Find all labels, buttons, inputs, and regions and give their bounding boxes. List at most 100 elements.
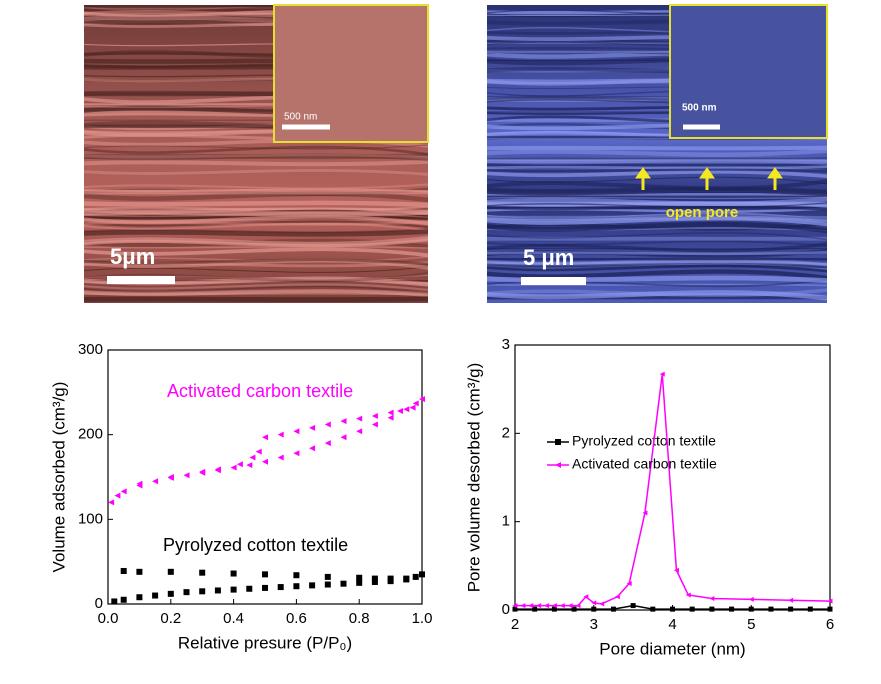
data-point xyxy=(413,574,419,580)
data-point xyxy=(749,597,754,602)
data-point xyxy=(413,400,419,406)
fiber-streak xyxy=(74,231,438,234)
fiber-streak xyxy=(74,299,438,300)
data-point xyxy=(341,581,347,587)
data-point xyxy=(199,588,205,594)
annotation: open pore xyxy=(666,204,739,221)
y-tick-label: 1 xyxy=(502,513,510,530)
data-point xyxy=(184,589,190,595)
data-point xyxy=(237,461,243,467)
data-point xyxy=(372,413,378,419)
data-point xyxy=(121,488,127,494)
legend-label: Activated carbon textile xyxy=(572,456,717,472)
x-tick-label: 6 xyxy=(826,616,834,633)
data-point xyxy=(199,570,205,576)
data-point xyxy=(121,568,127,574)
x-axis-label: Pore diameter (nm) xyxy=(599,639,745,658)
data-point xyxy=(419,571,425,577)
data-point xyxy=(397,408,403,414)
data-point xyxy=(231,571,237,577)
y-axis-label: Pore volume desorbed (cm³/g) xyxy=(464,363,483,593)
data-point xyxy=(309,582,315,588)
x-tick-label: 0.8 xyxy=(349,610,370,627)
y-tick-label: 0 xyxy=(95,595,103,612)
data-point xyxy=(749,607,754,612)
data-point xyxy=(631,603,636,608)
scale-bar xyxy=(521,277,586,285)
y-axis-label: Volume adsorbed (cm³/g) xyxy=(49,382,68,573)
data-point xyxy=(262,571,268,577)
fiber-streak xyxy=(477,166,837,168)
data-point xyxy=(410,405,416,411)
data-point xyxy=(278,432,284,438)
data-point xyxy=(709,596,714,601)
data-point xyxy=(709,607,714,612)
data-point xyxy=(690,607,695,612)
data-point xyxy=(168,569,174,575)
data-point xyxy=(388,410,394,416)
fiber-streak xyxy=(74,203,438,205)
data-point xyxy=(249,455,255,461)
data-point xyxy=(136,569,142,575)
x-tick-label: 3 xyxy=(590,616,598,633)
data-point xyxy=(293,572,299,578)
data-point xyxy=(403,576,409,582)
data-point xyxy=(278,584,284,590)
data-point xyxy=(278,455,284,461)
data-point xyxy=(152,593,158,599)
data-point xyxy=(231,465,237,471)
scale-label: 5 μm xyxy=(523,245,574,270)
data-point xyxy=(114,493,120,499)
data-point xyxy=(341,418,347,424)
y-tick-label: 200 xyxy=(78,426,103,443)
data-point xyxy=(309,445,315,451)
legend-marker xyxy=(555,439,561,445)
data-point xyxy=(356,575,362,581)
data-point xyxy=(520,603,525,608)
data-point xyxy=(215,587,221,593)
fiber-streak xyxy=(477,217,837,218)
data-point xyxy=(262,459,268,465)
data-point xyxy=(325,440,331,446)
plot-frame xyxy=(515,345,830,610)
data-point xyxy=(670,607,675,612)
series-label: Pyrolyzed cotton textile xyxy=(163,535,348,555)
fiber-streak xyxy=(74,212,438,214)
data-point xyxy=(246,586,252,592)
data-point xyxy=(650,607,655,612)
data-point xyxy=(356,428,362,434)
data-point xyxy=(568,603,573,608)
data-point xyxy=(544,603,549,608)
data-point xyxy=(808,607,813,612)
data-point xyxy=(591,607,596,612)
y-tick-label: 2 xyxy=(502,424,510,441)
data-point xyxy=(325,574,331,580)
fiber-streak xyxy=(477,190,837,193)
data-point xyxy=(788,607,793,612)
data-point xyxy=(293,428,299,434)
inset-scale-label: 500 nm xyxy=(284,112,317,123)
x-axis-label: Relative presure (P/P₀) xyxy=(178,633,352,652)
data-point xyxy=(256,449,262,455)
x-tick-label: 0.4 xyxy=(223,610,244,627)
y-tick-label: 3 xyxy=(502,336,510,353)
x-tick-label: 5 xyxy=(747,616,755,633)
data-point xyxy=(108,499,114,505)
x-tick-label: 0.6 xyxy=(286,610,307,627)
scale-bar xyxy=(107,276,175,284)
data-point xyxy=(615,594,620,599)
inset-scale-label: 500 nm xyxy=(682,103,717,114)
x-tick-label: 1.0 xyxy=(412,610,433,627)
data-point xyxy=(184,472,190,478)
data-point xyxy=(111,598,117,604)
legend-label: Pyrolyzed cotton textile xyxy=(572,433,716,449)
data-point xyxy=(528,603,533,608)
data-point xyxy=(729,607,734,612)
data-point xyxy=(341,434,347,440)
data-point xyxy=(325,582,331,588)
scale-label: 5μm xyxy=(110,244,155,269)
data-point xyxy=(388,576,394,582)
data-point xyxy=(136,594,142,600)
x-tick-label: 0.0 xyxy=(98,610,119,627)
